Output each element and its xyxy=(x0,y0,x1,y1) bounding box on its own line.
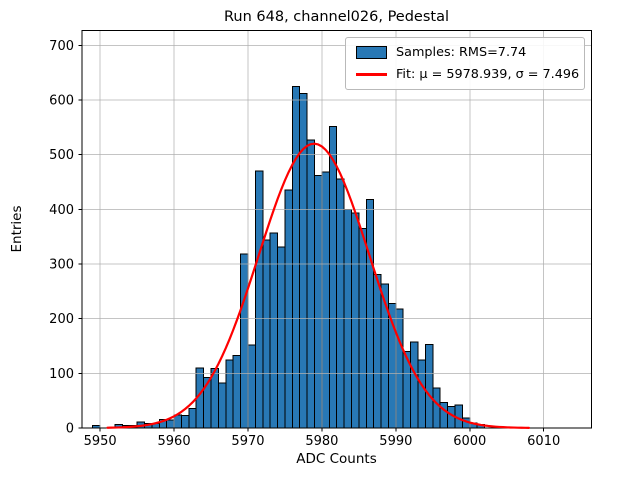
histogram-bar xyxy=(188,407,197,429)
histogram-bar xyxy=(166,419,175,429)
legend-fit-label: Fit: μ = 5978.939, σ = 7.496 xyxy=(396,67,580,82)
y-tick-label: 400 xyxy=(49,203,74,218)
legend-entry-samples: Samples: RMS=7.74 xyxy=(356,45,584,60)
histogram-bar xyxy=(217,382,227,429)
histogram-bar xyxy=(269,232,279,429)
y-tick-label: 700 xyxy=(49,39,74,54)
x-tick-label: 5960 xyxy=(158,434,191,449)
histogram-bar xyxy=(395,308,404,429)
histogram-bar xyxy=(262,239,271,429)
chart-title: Run 648, channel026, Pedestal xyxy=(223,9,449,25)
histogram-bar xyxy=(321,171,330,429)
x-tick-label: 5950 xyxy=(84,434,117,449)
y-axis-label: Entries xyxy=(9,205,25,253)
y-tick-label: 100 xyxy=(49,367,74,382)
histogram-bar xyxy=(439,401,449,429)
histogram-bar xyxy=(277,246,286,429)
histogram-bar xyxy=(225,359,234,429)
x-tick-label: 5970 xyxy=(231,434,264,449)
histogram-bar xyxy=(180,414,190,429)
fit-line-swatch-icon xyxy=(356,73,387,76)
histogram-bar xyxy=(358,227,367,429)
histogram-bar xyxy=(424,343,434,429)
legend-samples-label: Samples: RMS=7.74 xyxy=(396,45,527,60)
legend: Samples: RMS=7.74 Fit: μ = 5978.939, σ =… xyxy=(345,37,585,90)
histogram-bar xyxy=(410,341,419,429)
histogram-bar xyxy=(336,178,345,429)
x-axis-label: ADC Counts xyxy=(296,451,377,467)
y-tick-label: 500 xyxy=(49,148,74,163)
histogram-bar xyxy=(417,359,426,429)
histogram-bar xyxy=(291,85,301,429)
histogram-bar xyxy=(373,273,382,429)
fit-curve xyxy=(106,142,531,429)
histogram-bar xyxy=(306,139,316,429)
x-tick-label: 5990 xyxy=(379,434,412,449)
histogram-bar xyxy=(232,354,242,429)
histogram-bar xyxy=(350,212,360,429)
y-tick-label: 300 xyxy=(49,257,74,272)
histogram-bar xyxy=(314,174,323,429)
histogram-bar xyxy=(380,283,389,429)
legend-entry-fit: Fit: μ = 5978.939, σ = 7.496 xyxy=(356,67,584,82)
histogram-bar xyxy=(284,189,293,429)
axes-frame xyxy=(81,30,592,429)
histogram-bar xyxy=(365,198,375,429)
x-tick-label: 6010 xyxy=(527,434,560,449)
y-tick-label: 200 xyxy=(49,312,74,327)
x-tick-label: 5980 xyxy=(305,434,338,449)
y-tick-label: 600 xyxy=(49,93,74,108)
histogram-bar xyxy=(247,344,256,429)
histogram-bar xyxy=(240,253,249,429)
x-tick-label: 6000 xyxy=(453,434,486,449)
y-tick-label: 0 xyxy=(66,422,74,437)
samples-swatch-icon xyxy=(356,46,387,59)
histogram-bar xyxy=(299,92,308,429)
histogram-bar xyxy=(432,387,441,429)
histogram-bar xyxy=(328,126,338,429)
